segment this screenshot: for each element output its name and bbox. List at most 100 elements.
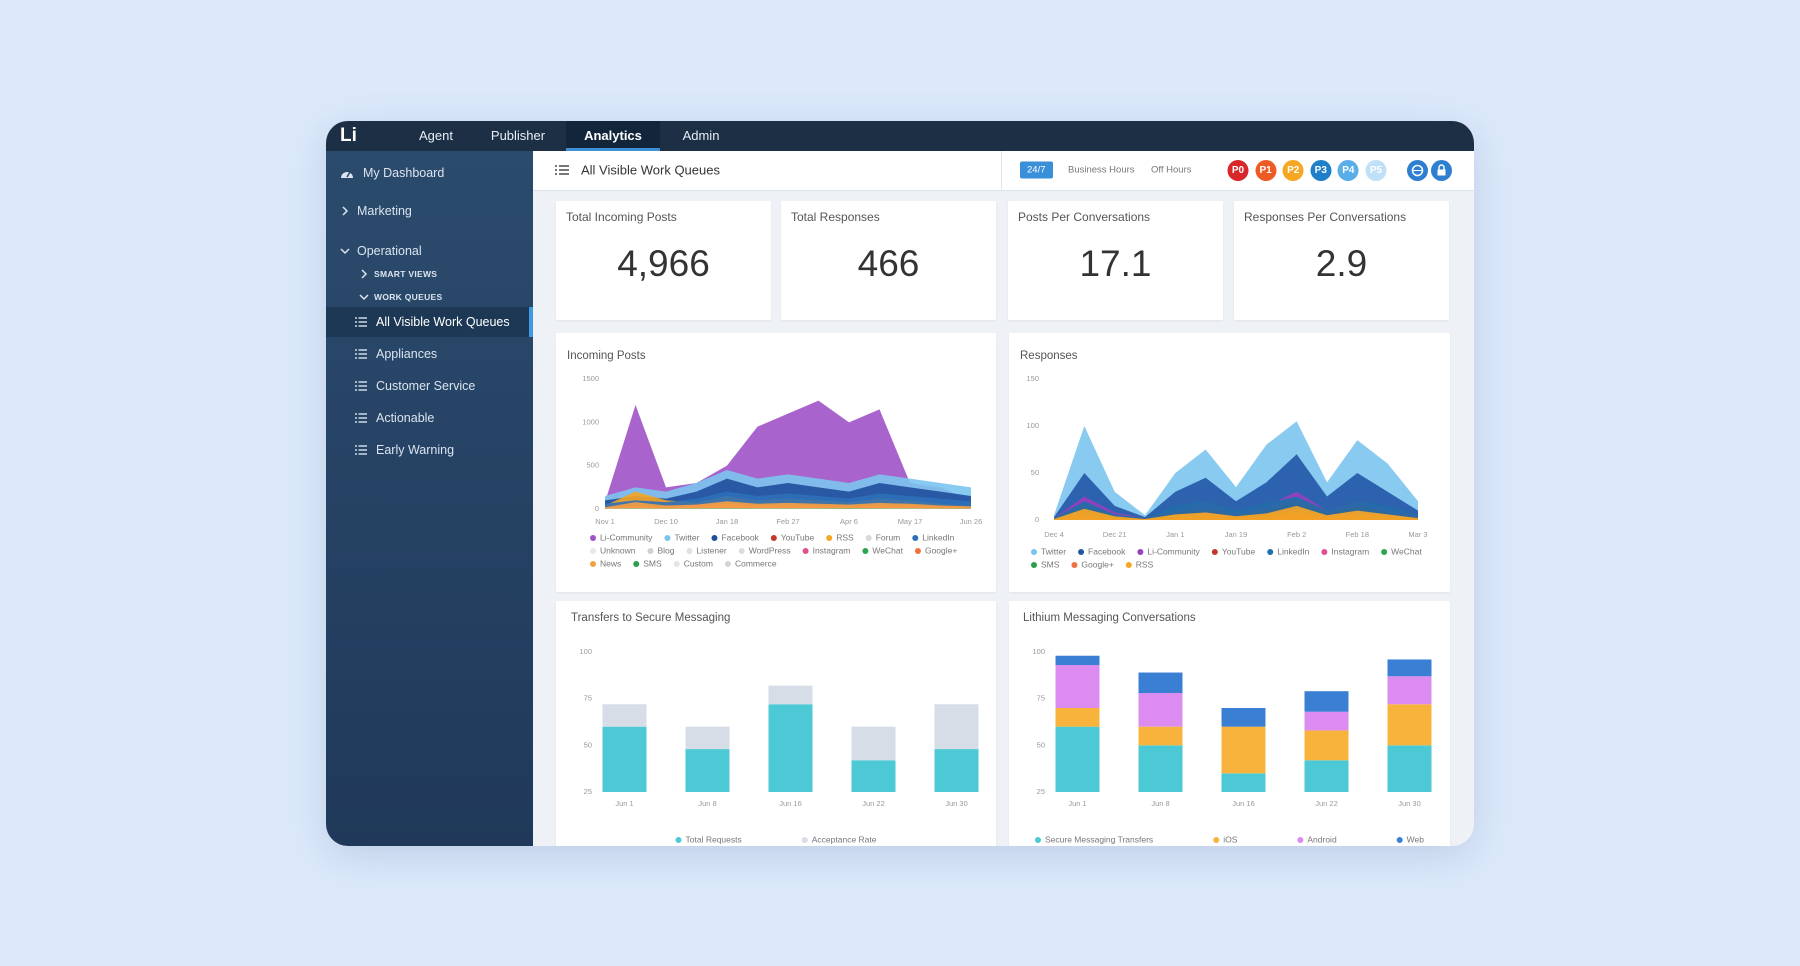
bar-segment bbox=[1221, 726, 1266, 774]
y-tick-label: 50 bbox=[1037, 740, 1045, 749]
chevron-down bbox=[340, 248, 350, 255]
divider bbox=[1001, 151, 1002, 190]
chart-title: Lithium Messaging Conversations bbox=[1023, 612, 1196, 624]
legend-swatch bbox=[801, 837, 808, 843]
priority-badge[interactable]: P2 bbox=[1282, 160, 1304, 181]
legend-label: LinkedIn bbox=[922, 532, 954, 542]
legend-label: Instagram bbox=[1331, 546, 1369, 556]
legend-swatch bbox=[633, 561, 640, 567]
lock-button[interactable] bbox=[1431, 160, 1452, 181]
x-tick-label: Jun 30 bbox=[945, 799, 968, 808]
legend-label: Commerce bbox=[735, 558, 777, 568]
legend-label: Forum bbox=[876, 532, 901, 542]
x-tick-label: Jun 30 bbox=[1398, 799, 1421, 808]
menu-icon[interactable] bbox=[555, 164, 569, 176]
priority-badge[interactable]: P3 bbox=[1310, 160, 1332, 181]
legend-swatch bbox=[711, 535, 718, 541]
nav-tab[interactable]: Publisher bbox=[490, 128, 546, 143]
bar-segment bbox=[1055, 665, 1100, 708]
legend-label: SMS bbox=[643, 558, 662, 568]
chart-title: Responses bbox=[1020, 350, 1078, 362]
bar-segment bbox=[1138, 745, 1183, 792]
legend-swatch bbox=[1125, 562, 1132, 568]
y-tick-label: 75 bbox=[584, 694, 592, 703]
legend-label: Acceptance Rate bbox=[812, 834, 877, 844]
time-filter[interactable]: 24/7 bbox=[1020, 161, 1053, 179]
legend-swatch bbox=[1211, 549, 1218, 555]
time-filter[interactable]: Business Hours bbox=[1068, 164, 1135, 176]
nav-tab[interactable]: Agent bbox=[419, 128, 453, 143]
priority-badge[interactable]: P0 bbox=[1227, 160, 1249, 181]
y-tick-label: 75 bbox=[1037, 694, 1045, 703]
sidebar: My Dashboard Marketing Operational SMART… bbox=[326, 151, 533, 846]
sidebar-section[interactable]: WORK QUEUES bbox=[374, 292, 443, 302]
sidebar-item[interactable]: Actionable bbox=[376, 411, 435, 425]
sidebar-item[interactable]: Appliances bbox=[376, 347, 438, 361]
y-tick-label: 100 bbox=[1026, 421, 1039, 430]
dashboard-icon bbox=[341, 171, 353, 178]
legend: Secure Messaging Transfers iOS Android Web bbox=[1034, 834, 1425, 844]
nav-tab[interactable]: Analytics bbox=[584, 128, 642, 143]
legend-swatch bbox=[724, 561, 731, 567]
x-tick-label: Jun 1 bbox=[1068, 799, 1086, 808]
legend-label: RSS bbox=[836, 532, 854, 542]
bar-segment bbox=[1221, 708, 1266, 727]
kpi-card: Posts Per Conversations 17.1 bbox=[1008, 201, 1223, 320]
bar-segment bbox=[1138, 693, 1183, 727]
priority-badge[interactable]: P4 bbox=[1337, 160, 1359, 181]
sidebar-section[interactable]: SMART VIEWS bbox=[374, 269, 438, 279]
chart-panel: Incoming Posts 0 500 1000 1500 Nov 1 Dec 10 Jan… bbox=[556, 333, 996, 592]
bar-segment bbox=[1055, 708, 1100, 727]
nav-tab[interactable]: Admin bbox=[682, 128, 720, 143]
app-window: Li Agent Publisher Analytics Admin My Da… bbox=[326, 121, 1474, 846]
x-tick-label: Jun 16 bbox=[779, 799, 802, 808]
bar-segment bbox=[1304, 691, 1349, 712]
priority-badge[interactable]: P5 bbox=[1365, 160, 1387, 181]
x-tick-label: Dec 10 bbox=[654, 517, 678, 526]
list-icon bbox=[355, 317, 367, 327]
x-tick-label: Dec 21 bbox=[1103, 530, 1127, 539]
area-series bbox=[1054, 421, 1418, 520]
sidebar-item[interactable]: Early Warning bbox=[376, 443, 455, 457]
sidebar-item[interactable]: Customer Service bbox=[376, 379, 476, 393]
time-filter[interactable]: Off Hours bbox=[1151, 164, 1192, 176]
legend-swatch bbox=[770, 535, 777, 541]
x-tick-label: Jan 1 bbox=[1166, 530, 1184, 539]
bar-segment bbox=[1055, 655, 1100, 666]
y-tick-label: 100 bbox=[579, 647, 592, 656]
sidebar-item[interactable]: Marketing bbox=[357, 204, 412, 218]
legend: Twitter Facebook Li-Community YouTube Linked… bbox=[1031, 546, 1422, 569]
legend-label: News bbox=[600, 558, 621, 568]
top-bar: Li Agent Publisher Analytics Admin bbox=[326, 121, 1474, 151]
sidebar-item[interactable]: All Visible Work Queues bbox=[376, 315, 510, 329]
legend-swatch bbox=[590, 548, 596, 554]
bar-segment bbox=[851, 760, 896, 792]
logo[interactable]: Li bbox=[340, 125, 357, 146]
sidebar-item[interactable]: Operational bbox=[357, 244, 422, 258]
sidebar-item[interactable]: My Dashboard bbox=[363, 166, 445, 180]
legend-swatch bbox=[826, 535, 833, 541]
legend-label: Twitter bbox=[1041, 546, 1066, 556]
legend-label: Web bbox=[1407, 834, 1425, 844]
chart: Lithium Messaging Conversations 25 50 75 100… bbox=[1023, 612, 1432, 844]
legend-swatch bbox=[1031, 562, 1037, 568]
legend-swatch bbox=[647, 548, 654, 554]
legend-label: Unknown bbox=[600, 545, 636, 555]
legend-label: iOS bbox=[1223, 834, 1238, 844]
priority-badge[interactable]: P1 bbox=[1255, 160, 1277, 181]
bar-segment bbox=[934, 749, 979, 792]
bar-segment bbox=[685, 749, 730, 792]
kpi-label: Total Incoming Posts bbox=[566, 210, 677, 224]
x-tick-label: Jun 1 bbox=[615, 799, 633, 808]
legend-swatch bbox=[1031, 549, 1037, 555]
kpi-value: 466 bbox=[857, 243, 920, 284]
bar-segment bbox=[851, 726, 896, 761]
y-tick-label: 150 bbox=[1026, 374, 1039, 383]
area-series bbox=[605, 501, 971, 509]
legend-label: Android bbox=[1307, 834, 1337, 844]
list-icon bbox=[355, 413, 367, 423]
bar-segment bbox=[934, 704, 979, 750]
globe-button[interactable] bbox=[1407, 160, 1428, 181]
legend-label: WeChat bbox=[1391, 546, 1422, 556]
x-tick-label: Apr 6 bbox=[840, 517, 858, 526]
